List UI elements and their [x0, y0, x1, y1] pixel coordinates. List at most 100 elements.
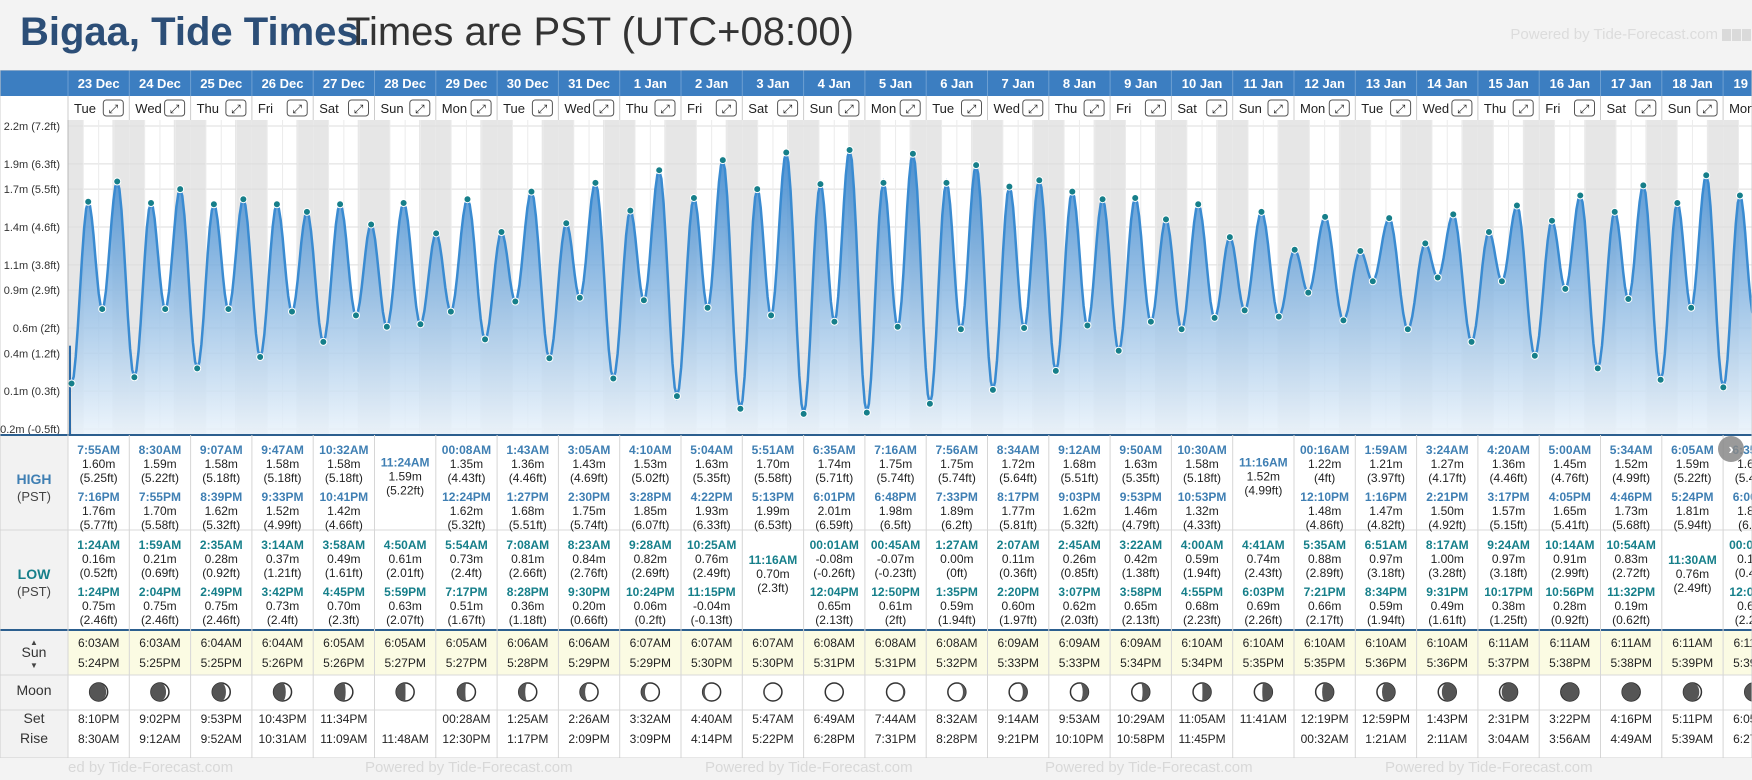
low-tide-point[interactable] [862, 408, 871, 417]
expand-button-frame[interactable] [961, 99, 982, 117]
low-tide-point[interactable] [288, 307, 297, 316]
expand-button-frame[interactable] [1206, 99, 1228, 117]
low-tide-point[interactable] [1497, 277, 1506, 286]
high-tide-point[interactable] [527, 187, 536, 196]
expand-day-button[interactable]: ⤢ [961, 99, 982, 117]
high-tide-point[interactable] [1421, 239, 1430, 248]
low-tide-point[interactable] [609, 374, 618, 383]
expand-day-button[interactable]: ⤢ [164, 99, 186, 117]
expand-day-button[interactable]: ⤢ [777, 99, 799, 117]
high-tide-point[interactable] [1512, 201, 1521, 210]
low-tide-point[interactable] [988, 385, 997, 394]
low-tide-point[interactable] [736, 404, 745, 413]
low-tide-point[interactable] [575, 293, 584, 302]
expand-button-frame[interactable] [1574, 99, 1595, 117]
expand-button-frame[interactable] [1390, 99, 1412, 117]
high-tide-point[interactable] [272, 200, 281, 209]
expand-button-frame[interactable] [654, 99, 676, 117]
expand-day-button[interactable]: ⤢ [838, 99, 860, 117]
expand-button-frame[interactable] [286, 99, 308, 117]
low-tide-point[interactable] [416, 320, 425, 329]
high-tide-point[interactable] [1639, 181, 1648, 190]
low-tide-point[interactable] [956, 325, 965, 334]
low-tide-point[interactable] [767, 311, 776, 320]
high-tide-point[interactable] [718, 156, 727, 165]
high-tide-point[interactable] [1005, 182, 1014, 191]
low-tide-point[interactable] [1051, 366, 1060, 375]
low-tide-point[interactable] [545, 354, 554, 363]
expand-day-button[interactable]: ⤢ [715, 99, 737, 117]
expand-button-frame[interactable] [1512, 99, 1534, 117]
high-tide-point[interactable] [562, 219, 571, 228]
low-tide-point[interactable] [1304, 288, 1313, 297]
low-tide-point[interactable] [703, 303, 712, 312]
expand-day-button[interactable]: ⤢ [654, 99, 676, 117]
high-tide-point[interactable] [626, 206, 635, 215]
high-tide-point[interactable] [84, 197, 93, 206]
expand-button-frame[interactable] [1328, 99, 1350, 117]
high-tide-point[interactable] [1576, 191, 1585, 200]
high-tide-point[interactable] [1321, 212, 1330, 221]
low-tide-point[interactable] [224, 305, 233, 314]
high-tide-point[interactable] [113, 177, 122, 186]
expand-day-button[interactable]: ⤢ [531, 99, 553, 117]
low-tide-point[interactable] [672, 392, 681, 401]
high-tide-point[interactable] [1547, 216, 1556, 225]
high-tide-point[interactable] [176, 185, 185, 194]
high-tide-point[interactable] [1610, 207, 1619, 216]
footer-powered-by[interactable]: Powered by Tide-Forecast.com [1045, 759, 1253, 776]
expand-button-frame[interactable] [531, 99, 553, 117]
high-tide-point[interactable] [591, 178, 600, 187]
high-tide-point[interactable] [972, 161, 981, 170]
low-tide-point[interactable] [1719, 383, 1728, 392]
high-tide-point[interactable] [1194, 200, 1203, 209]
powered-by-link[interactable]: Powered by Tide-Forecast.com [1510, 26, 1718, 43]
low-tide-point[interactable] [319, 337, 328, 346]
high-tide-point[interactable] [367, 220, 376, 229]
low-tide-point[interactable] [799, 409, 808, 418]
low-tide-point[interactable] [1656, 375, 1665, 384]
high-tide-point[interactable] [1484, 228, 1493, 237]
expand-day-button[interactable]: ⤢ [348, 99, 369, 117]
expand-day-button[interactable]: ⤢ [1696, 99, 1718, 117]
low-tide-point[interactable] [446, 307, 455, 316]
low-tide-point[interactable] [1240, 306, 1249, 315]
high-tide-point[interactable] [1161, 215, 1170, 224]
low-tide-point[interactable] [1467, 337, 1476, 346]
expand-button-frame[interactable] [777, 99, 799, 117]
expand-day-button[interactable]: ⤢ [1328, 99, 1350, 117]
expand-day-button[interactable]: ⤢ [1022, 99, 1044, 117]
high-tide-point[interactable] [1449, 210, 1458, 219]
low-tide-point[interactable] [1020, 324, 1029, 332]
high-tide-point[interactable] [1290, 245, 1299, 254]
scroll-right-button[interactable]: › [1718, 436, 1744, 462]
expand-day-button[interactable]: ⤢ [1512, 99, 1534, 117]
expand-button-frame[interactable] [1451, 99, 1473, 117]
high-tide-point[interactable] [1673, 199, 1682, 208]
expand-day-button[interactable]: ⤢ [899, 99, 921, 117]
high-tide-point[interactable] [147, 199, 156, 208]
expand-button-frame[interactable] [348, 99, 369, 117]
expand-day-button[interactable]: ⤢ [409, 99, 431, 117]
expand-button-frame[interactable] [1267, 99, 1289, 117]
expand-button-frame[interactable] [409, 99, 431, 117]
low-tide-point[interactable] [161, 305, 170, 314]
high-tide-point[interactable] [655, 166, 664, 175]
expand-button-frame[interactable] [1144, 99, 1166, 117]
low-tide-point[interactable] [1177, 325, 1186, 334]
high-tide-point[interactable] [753, 185, 762, 194]
expand-day-button[interactable]: ⤢ [102, 99, 124, 117]
expand-button-frame[interactable] [1022, 99, 1044, 117]
expand-button-frame[interactable] [470, 99, 492, 117]
low-tide-point[interactable] [925, 399, 934, 408]
low-tide-point[interactable] [382, 322, 391, 331]
high-tide-point[interactable] [1735, 191, 1744, 200]
high-tide-point[interactable] [879, 178, 888, 187]
expand-button-frame[interactable] [715, 99, 737, 117]
scroll-button-circle[interactable] [1718, 436, 1744, 462]
expand-day-button[interactable]: ⤢ [1635, 99, 1657, 117]
expand-button-frame[interactable] [1083, 99, 1105, 117]
low-tide-point[interactable] [1339, 316, 1348, 325]
high-tide-point[interactable] [942, 178, 951, 187]
low-tide-point[interactable] [1687, 303, 1696, 312]
